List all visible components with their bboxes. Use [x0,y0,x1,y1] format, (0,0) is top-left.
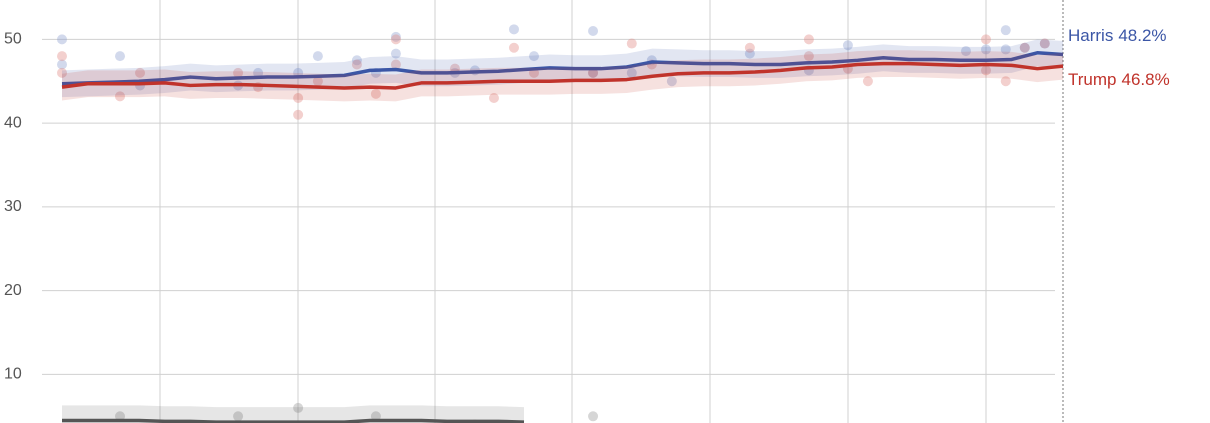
poll-dot [1000,76,1011,87]
poll-dot [981,34,991,45]
poll-dot [115,51,126,62]
poll-dot [233,411,244,422]
y-tick-label: 30 [4,198,22,215]
y-tick-label: 40 [4,114,22,131]
poll-dot [960,46,971,57]
poll-dot [803,34,814,45]
poll-dot [666,76,677,87]
value-label: 48.2% [1118,26,1166,45]
poll-dot [626,38,637,49]
uncertainty-band [62,405,524,423]
end-label: Trump 46.8% [1068,70,1170,89]
y-tick-label: 10 [4,366,22,383]
trend-line [62,418,525,423]
end-label: Harris 48.2% [1068,26,1167,45]
poll-dot [57,59,67,70]
poll-dot [293,109,304,120]
poll-dot [588,411,599,422]
poll-dot [588,25,599,36]
poll-dot [312,51,323,62]
poll-dot [508,24,519,35]
series-name: Trump [1068,70,1117,89]
poll-dot [253,67,264,78]
poll-dot [1039,38,1050,49]
series-name: Harris [1068,26,1113,45]
poll-dot [508,42,519,53]
poll-dot [370,88,381,99]
poll-dot [293,402,304,413]
plot-area [57,24,1064,423]
y-tick-label: 50 [4,31,22,48]
poll-dot [1019,42,1030,53]
poll-dot [351,55,362,66]
poll-dot [626,67,637,78]
poll-dot [135,67,146,78]
poll-dot [57,51,67,62]
poll-dot [390,48,401,59]
poll-dot [803,51,814,62]
poll-dot [57,67,67,78]
vertical-grid [159,0,987,423]
value-label: 46.8% [1122,70,1170,89]
poll-dot [1000,25,1011,36]
poll-dot [390,34,401,45]
poll-dot [529,51,540,62]
poll-dot [744,42,755,53]
trend-line [61,61,1064,90]
trend-line [61,51,1064,86]
poll-dot [1039,38,1050,49]
poll-dot [312,76,323,87]
poll-dot [842,40,853,51]
poll-dot [57,34,67,45]
poll-dot [293,93,304,104]
poll-dot [1000,44,1011,55]
poll-dot [233,67,244,78]
poll-dot [981,65,991,76]
poll-dot [744,48,755,59]
poll-dot [390,59,401,70]
y-tick-label: 20 [4,282,22,299]
poll-dot [1019,42,1030,53]
poll-dot [981,44,991,55]
poll-dot [390,31,401,42]
poll-dot [488,93,499,104]
poll-dot [115,91,126,102]
poll-dot [862,76,873,87]
poll-dot [351,59,362,70]
